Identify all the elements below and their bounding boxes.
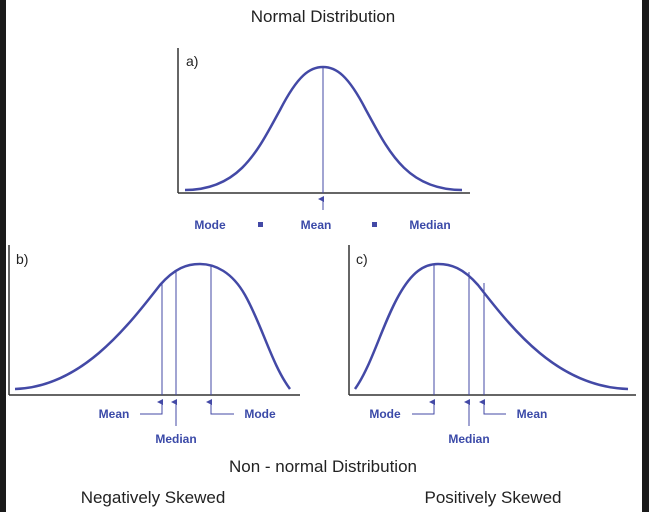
- panel-c-caption: Positively Skewed: [424, 488, 561, 507]
- panel-b-mean-label: Mean: [99, 407, 130, 421]
- panel-c-mean-label: Mean: [517, 407, 548, 421]
- panel-b-mean-pointer: [140, 399, 163, 415]
- panel-a: a) Mode Mean Median: [177, 48, 470, 232]
- panel-b: b) Mean Median Mode: [8, 245, 300, 446]
- panel-a-mode-label: Mode: [194, 218, 226, 232]
- panel-c: c) Mode Median Mean: [348, 245, 636, 446]
- panel-a-separator-dot: [258, 222, 263, 227]
- panel-c-mode-label: Mode: [369, 407, 401, 421]
- panel-b-letter: b): [16, 251, 28, 267]
- panel-c-curve: [353, 262, 629, 391]
- panel-c-mode-pointer: [412, 399, 435, 415]
- panel-c-median-label: Median: [448, 432, 489, 446]
- panel-b-mode-pointer: [206, 399, 234, 415]
- panel-a-median-label: Median: [409, 218, 450, 232]
- panel-b-caption: Negatively Skewed: [81, 488, 226, 507]
- panel-c-letter: c): [356, 251, 368, 267]
- panel-a-mean-label: Mean: [301, 218, 332, 232]
- panel-c-mean-pointer: [479, 399, 506, 415]
- panel-b-median-label: Median: [155, 432, 196, 446]
- panel-a-letter: a): [186, 53, 198, 69]
- diagram-background: [6, 0, 642, 512]
- non-normal-subtitle: Non - normal Distribution: [229, 457, 417, 476]
- main-title: Normal Distribution: [251, 7, 396, 26]
- panel-b-mode-label: Mode: [244, 407, 276, 421]
- panel-a-separator-dot: [372, 222, 377, 227]
- panel-b-curve: [14, 262, 292, 391]
